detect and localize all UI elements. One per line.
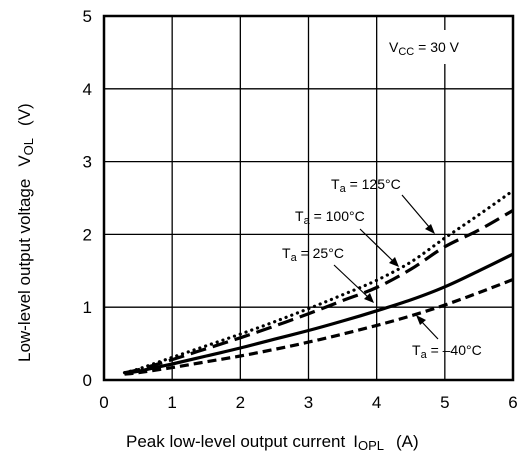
series-line-2 [124, 252, 514, 375]
series-label-100: Ta = 100°C [295, 208, 365, 227]
series-line-3 [124, 278, 514, 376]
x-tick-label: 0 [99, 393, 108, 412]
annotation-minus40: Ta = –40°C [412, 315, 482, 361]
arrow-line-25 [333, 264, 370, 299]
series-line-1 [124, 209, 514, 375]
arrow-line-minus40 [420, 320, 439, 340]
condition-label: VCC = 30 V [389, 39, 460, 58]
arrowhead-125 [425, 224, 435, 234]
series-label-minus40: Ta = –40°C [412, 342, 482, 361]
series-line-0 [122, 189, 515, 375]
arrow-line-100 [359, 228, 395, 263]
x-axis-label: Peak low-level output current IOPL (A) [126, 432, 419, 453]
arrowhead-minus40 [416, 315, 426, 325]
grid [104, 16, 513, 380]
x-tick-labels: 0 1 2 3 4 5 6 [99, 393, 517, 412]
x-tick-label: 1 [167, 393, 176, 412]
arrowhead-100 [389, 257, 399, 267]
y-tick-label: 2 [83, 225, 92, 244]
x-tick-label: 3 [304, 393, 313, 412]
y-tick-label: 0 [83, 371, 92, 390]
series-label-25: Ta = 25°C [282, 245, 344, 264]
annotation-100: Ta = 100°C [295, 208, 399, 267]
plot-frame [102, 14, 515, 382]
y-tick-label: 1 [83, 298, 92, 317]
y-tick-label: 3 [83, 153, 92, 172]
arrow-line-125 [401, 194, 431, 229]
x-tick-label: 6 [508, 393, 517, 412]
y-tick-label: 5 [83, 7, 92, 26]
y-tick-labels: 0 1 2 3 4 5 [83, 7, 92, 390]
x-tick-label: 5 [440, 393, 449, 412]
y-tick-label: 4 [83, 80, 92, 99]
x-tick-label: 4 [372, 393, 381, 412]
arrowhead-25 [364, 293, 374, 303]
annotation-125: Ta = 125°C [331, 176, 435, 234]
series-label-125: Ta = 125°C [331, 176, 401, 195]
condition-box [378, 30, 488, 64]
annotation-25: Ta = 25°C [282, 245, 374, 303]
series-group [122, 189, 515, 376]
x-tick-label: 2 [236, 393, 245, 412]
y-axis-label: Low-level output voltageVOL(V) [15, 103, 36, 362]
